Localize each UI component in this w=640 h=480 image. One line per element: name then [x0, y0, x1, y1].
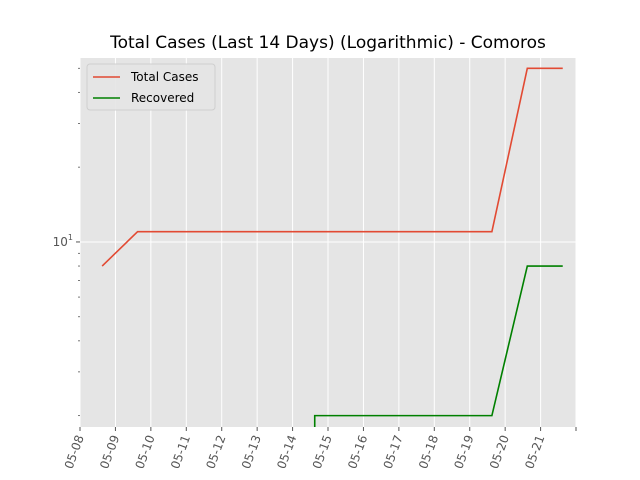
- chart-title: Total Cases (Last 14 Days) (Logarithmic)…: [109, 33, 546, 53]
- x-tick-label: 05-08: [62, 433, 87, 471]
- x-tick-label: 05-16: [345, 433, 370, 471]
- grid: [79, 58, 577, 427]
- x-tick-label: 05-11: [168, 433, 193, 471]
- x-tick-label: 05-20: [487, 433, 512, 471]
- y-axis: 101: [53, 67, 80, 417]
- x-tick-label: 05-13: [239, 433, 264, 471]
- y-tick-label: 101: [53, 233, 73, 249]
- x-tick-label: 05-17: [381, 433, 406, 471]
- series: [101, 67, 563, 427]
- x-axis: 05-08 05-09 05-10 05-11 05-12 05-13 05-14 05-15…: [62, 427, 577, 471]
- x-tick-label: 05-15: [310, 433, 335, 471]
- x-tick-label: 05-14: [274, 433, 299, 471]
- legend-label: Total Cases: [130, 70, 198, 84]
- x-tick-label: 05-19: [451, 433, 476, 471]
- x-tick-label: 05-09: [97, 433, 122, 471]
- x-tick-label: 05-18: [416, 433, 441, 471]
- x-tick-label: 05-12: [203, 433, 228, 471]
- legend-label: Recovered: [131, 91, 194, 105]
- series-line-recovered: [313, 265, 563, 427]
- x-tick-label: 05-10: [133, 433, 158, 471]
- legend: Total Cases Recovered: [86, 63, 216, 111]
- series-line-total-cases: [101, 67, 563, 267]
- x-tick-label: 05-21: [522, 433, 547, 471]
